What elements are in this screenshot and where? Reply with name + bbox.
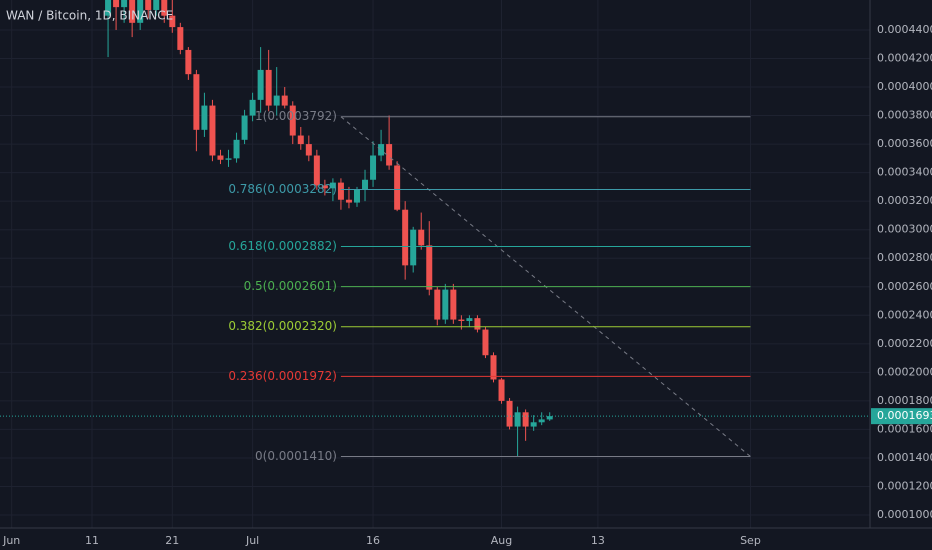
y-tick-label: 0.0004000 [877, 80, 932, 93]
candle-body [289, 105, 296, 136]
y-tick-label: 0.0003800 [877, 109, 932, 122]
candle-body [153, 0, 160, 10]
x-tick-label: 13 [591, 534, 605, 547]
candle-body [161, 0, 168, 16]
y-tick-label: 0.0002000 [877, 365, 932, 378]
candle-body [217, 155, 224, 160]
candle-body [105, 0, 112, 16]
candle-body [522, 412, 529, 427]
fib-label: 0.236(0.0001972) [228, 369, 337, 383]
axes: 0.00010000.00012000.00014000.00016000.00… [2, 23, 932, 547]
y-tick-label: 0.0003600 [877, 137, 932, 150]
x-tick-label: Jun [2, 534, 20, 547]
candle-body [225, 158, 232, 160]
candle-body [418, 229, 425, 246]
candle-body [273, 95, 280, 106]
candle-body [313, 155, 320, 186]
candle-body [514, 412, 521, 427]
candle-body [145, 0, 152, 10]
candle-body [434, 289, 441, 320]
candle-body [169, 15, 176, 28]
candle-body [402, 209, 409, 266]
candle-body [233, 139, 240, 159]
candle-body [281, 95, 288, 106]
candle-body [466, 318, 473, 321]
x-tick-label: 16 [366, 534, 380, 547]
candle-body [498, 379, 505, 401]
fib-label: 0.618(0.0002882) [228, 239, 337, 253]
y-tick-label: 0.0003200 [877, 194, 932, 207]
candle-body [265, 69, 272, 106]
candle-body [241, 115, 248, 140]
candle-body [329, 182, 336, 189]
candle-body [185, 49, 192, 75]
candle-body [426, 245, 433, 290]
candle-body [506, 400, 513, 427]
fib-label: 0.382(0.0002320) [228, 319, 337, 333]
grid [0, 0, 870, 528]
candle-body [177, 27, 184, 50]
fib-label: 0(0.0001410) [255, 449, 337, 463]
y-tick-label: 0.0003000 [877, 223, 932, 236]
fib-label: 0.5(0.0002601) [244, 279, 337, 293]
candle-body [450, 289, 457, 320]
x-tick-label: Aug [491, 534, 512, 547]
fib-retracement: 1(0.0003792) 0.786(0.0003282) 0.618(0.0002… [0, 109, 870, 463]
candle-body [442, 289, 449, 320]
candle-body [482, 329, 489, 356]
candle-body [121, 0, 128, 8]
candle-body [394, 165, 401, 210]
x-tick-label: Jul [245, 534, 259, 547]
candle-body [209, 105, 216, 156]
x-tick-label: 11 [85, 534, 99, 547]
y-tick-label: 0.0002800 [877, 251, 932, 264]
candle-body [137, 0, 144, 23]
candle-body [546, 416, 553, 420]
y-tick-label: 0.0001800 [877, 394, 932, 407]
y-tick-label: 0.0001600 [877, 422, 932, 435]
candle-body [353, 189, 360, 203]
candle-body [474, 318, 481, 330]
y-tick-label: 0.0002200 [877, 337, 932, 350]
candle-body [410, 229, 417, 266]
candle-body [345, 199, 352, 203]
candle-body [305, 144, 312, 156]
candle-body [378, 144, 385, 156]
chart-title: WAN / Bitcoin, 1D, BINANCE [6, 9, 173, 23]
candles [105, 0, 553, 457]
y-tick-label: 0.0004200 [877, 51, 932, 64]
candle-body [386, 144, 393, 166]
y-tick-label: 0.0002600 [877, 280, 932, 293]
candle-body [370, 155, 377, 180]
candle-body [321, 185, 328, 189]
x-tick-label: 21 [165, 534, 179, 547]
candle-body [362, 179, 369, 190]
candle-body [193, 74, 200, 130]
candle-body [490, 355, 497, 380]
last-price-box [871, 408, 932, 425]
y-tick-label: 0.0001000 [877, 508, 932, 521]
y-tick-label: 0.0003400 [877, 166, 932, 179]
fib-label: 0.786(0.0003282) [228, 182, 337, 196]
y-tick-label: 0.0004400 [877, 23, 932, 36]
candle-body [201, 105, 208, 130]
candle-body [113, 0, 120, 8]
y-tick-label: 0.0001200 [877, 479, 932, 492]
candle-body [257, 69, 264, 100]
fib-label: 1(0.0003792) [255, 109, 337, 123]
candle-body [530, 422, 537, 427]
candle-body [538, 419, 545, 423]
y-tick-label: 0.0002400 [877, 308, 932, 321]
candle-body [297, 135, 304, 145]
candle-body [129, 0, 136, 23]
y-tick-label: 0.0001400 [877, 451, 932, 464]
x-tick-label: Sep [740, 534, 761, 547]
candle-body [337, 182, 344, 200]
candle-body [249, 99, 256, 116]
candle-body [458, 319, 465, 321]
last-price-label: 0.0001693 [877, 409, 932, 422]
